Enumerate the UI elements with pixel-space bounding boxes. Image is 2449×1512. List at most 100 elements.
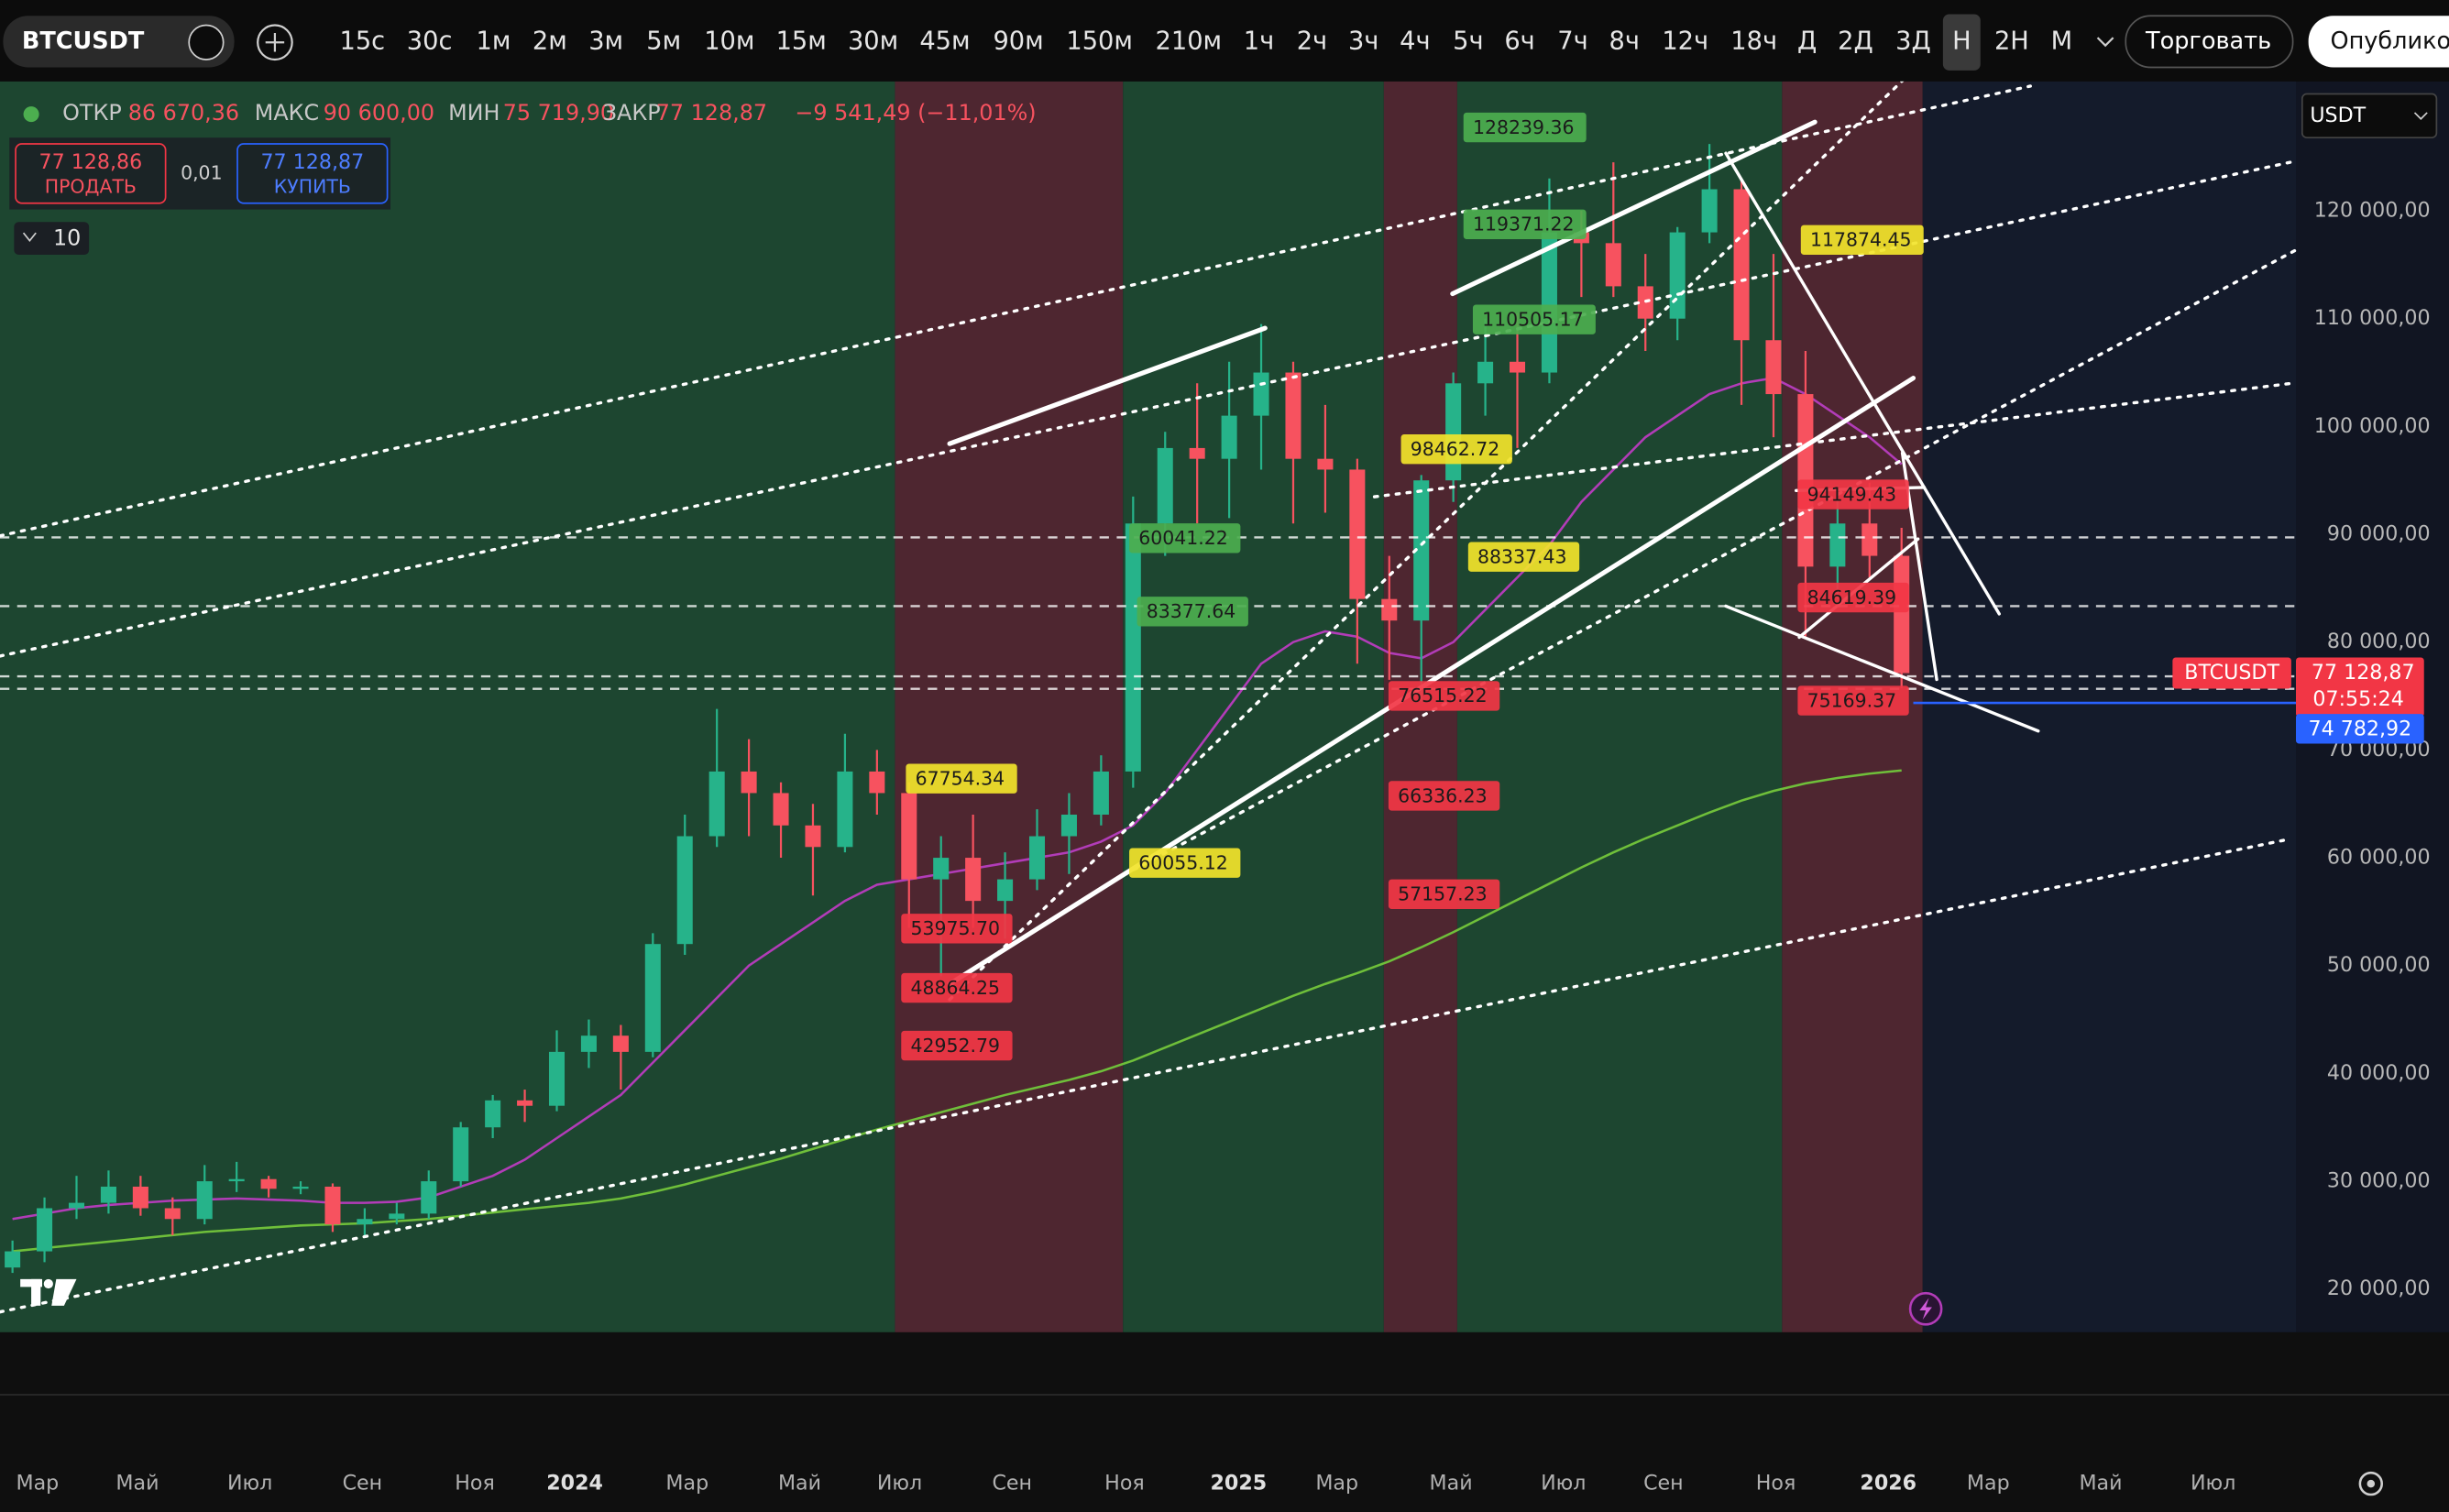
interval-button[interactable]: 210м <box>1156 27 1223 56</box>
sell-label[interactable]: ПРОДАТЬ <box>45 176 137 198</box>
candle-body <box>1060 814 1077 837</box>
add-plus <box>265 33 285 52</box>
indicators-count[interactable]: 10 <box>53 225 81 250</box>
x-tick-label: Ноя <box>1756 1472 1796 1496</box>
interval-button[interactable]: 3ч <box>1348 27 1378 56</box>
price-annotation-box <box>1797 479 1909 509</box>
publish-button-bg[interactable] <box>2308 16 2449 68</box>
price-annotation-box <box>1467 542 1580 572</box>
interval-button[interactable]: 150м <box>1066 27 1133 56</box>
candle-body <box>1189 447 1205 459</box>
x-tick-label: 2026 <box>1860 1472 1916 1496</box>
interval-dropdown[interactable] <box>2096 37 2114 48</box>
candle-body <box>773 793 789 826</box>
candle-body <box>1541 232 1557 373</box>
logo-part <box>51 1278 77 1306</box>
countdown: 07:55:24 <box>2312 687 2403 711</box>
candle-body <box>741 771 757 794</box>
y-tick-label: 40 000,00 <box>2327 1061 2431 1085</box>
x-tick-label: Май <box>778 1472 821 1496</box>
candle-body <box>644 944 661 1052</box>
currency-select-bg[interactable] <box>2301 93 2438 139</box>
candle-body <box>612 1035 629 1052</box>
candle-body <box>805 825 821 848</box>
buy-label[interactable]: КУПИТЬ <box>274 176 351 198</box>
symbol-box[interactable] <box>3 16 235 68</box>
candle-body <box>357 1219 373 1225</box>
interval-button[interactable]: 18ч <box>1730 27 1777 56</box>
interval-button[interactable]: 5м <box>646 27 681 56</box>
symbol-tag-box <box>2172 657 2291 689</box>
alert-icon[interactable] <box>1908 1291 1943 1326</box>
price-annotation-box <box>1463 209 1587 239</box>
trend-line <box>947 325 1268 446</box>
interval-button[interactable]: 30с <box>407 27 453 56</box>
candle-body <box>901 793 917 880</box>
price-annotation-box <box>901 914 1013 944</box>
interval-button[interactable]: 7ч <box>1557 27 1587 56</box>
candle-body <box>1028 836 1046 880</box>
buy-button-bg[interactable] <box>236 143 389 204</box>
y-tick-label: 110 000,00 <box>2314 306 2431 330</box>
interval-button[interactable]: 4ч <box>1400 27 1430 56</box>
interval-button[interactable]: Н <box>1952 27 1971 56</box>
buy-price[interactable]: 77 128,87 <box>260 150 364 174</box>
sell-button-bg[interactable] <box>15 143 167 204</box>
interval-button[interactable]: 2Н <box>1994 27 2029 56</box>
interval-button[interactable]: 10м <box>704 27 754 56</box>
candle-body <box>517 1100 533 1106</box>
price-annotation: 94149.43 <box>1807 483 1897 505</box>
interval-button[interactable]: М <box>2051 27 2073 56</box>
interval-button[interactable]: 12ч <box>1662 27 1708 56</box>
ohlc-low: 75 719,90 <box>503 100 614 126</box>
interval-button[interactable]: 1м <box>477 27 511 56</box>
candle-body <box>1669 232 1686 319</box>
y-tick-label: 30 000,00 <box>2327 1169 2431 1193</box>
candle-body <box>1221 415 1237 459</box>
interval-button[interactable]: 30м <box>848 27 898 56</box>
interval-button[interactable]: 90м <box>993 27 1043 56</box>
candle-body <box>1445 383 1462 481</box>
x-tick-label: Июл <box>2191 1472 2235 1496</box>
interval-button[interactable]: 45м <box>919 27 970 56</box>
trade-button-bg[interactable] <box>2125 15 2294 69</box>
plot <box>5 144 1910 1274</box>
currency-select[interactable]: USDT <box>2310 104 2366 127</box>
interval-button[interactable]: 6ч <box>1504 27 1534 56</box>
compare-button[interactable] <box>188 24 225 60</box>
interval-button[interactable]: 1ч <box>1244 27 1274 56</box>
x-tick-label: Мар <box>1315 1472 1358 1496</box>
x-tick-label: Мар <box>16 1472 60 1496</box>
bull-zone <box>1123 81 1384 1332</box>
future-zone <box>1922 81 2296 1332</box>
interval-button[interactable]: 15м <box>776 27 827 56</box>
interval-button[interactable]: 15с <box>340 27 386 56</box>
candle-body <box>997 879 1014 902</box>
interval-button[interactable]: 2Д <box>1838 27 1873 56</box>
settings-icon[interactable] <box>2358 1471 2384 1496</box>
candle-body <box>1093 771 1109 815</box>
ohlc-close-label: ЗАКР <box>603 100 661 126</box>
price-annotation-box <box>1388 681 1500 711</box>
interval-button[interactable]: 8ч <box>1609 27 1640 56</box>
candle-body <box>1765 340 1782 395</box>
interval-button[interactable]: 3м <box>588 27 623 56</box>
indicators-toggle-bg[interactable] <box>14 222 90 255</box>
trade-button[interactable]: Торговать <box>2145 27 2271 55</box>
interval-button[interactable]: 2м <box>533 27 567 56</box>
publish-button[interactable]: Опублико <box>2330 27 2449 55</box>
x-tick-label: Сен <box>343 1472 383 1496</box>
interval-button[interactable]: Д <box>1797 27 1817 56</box>
candle-body <box>837 771 853 848</box>
interval-button[interactable]: 3Д <box>1895 27 1931 56</box>
alert-bolt <box>1919 1298 1932 1320</box>
symbol[interactable]: BTCUSDT <box>22 27 145 55</box>
gear[interactable] <box>2358 1471 2384 1496</box>
x-tick-label: Ноя <box>1104 1472 1145 1496</box>
interval-button[interactable]: 2ч <box>1297 27 1327 56</box>
sell-price[interactable]: 77 128,86 <box>38 150 142 174</box>
add-button[interactable] <box>257 24 293 61</box>
interval-button[interactable]: 5ч <box>1453 27 1483 56</box>
